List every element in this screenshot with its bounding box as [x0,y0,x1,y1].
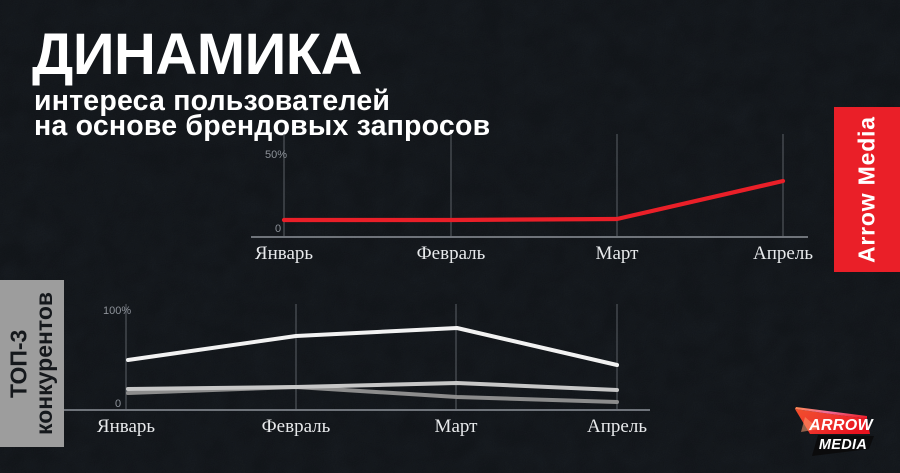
svg-text:MEDIA: MEDIA [819,437,867,453]
svg-text:ARROW: ARROW [808,417,874,434]
